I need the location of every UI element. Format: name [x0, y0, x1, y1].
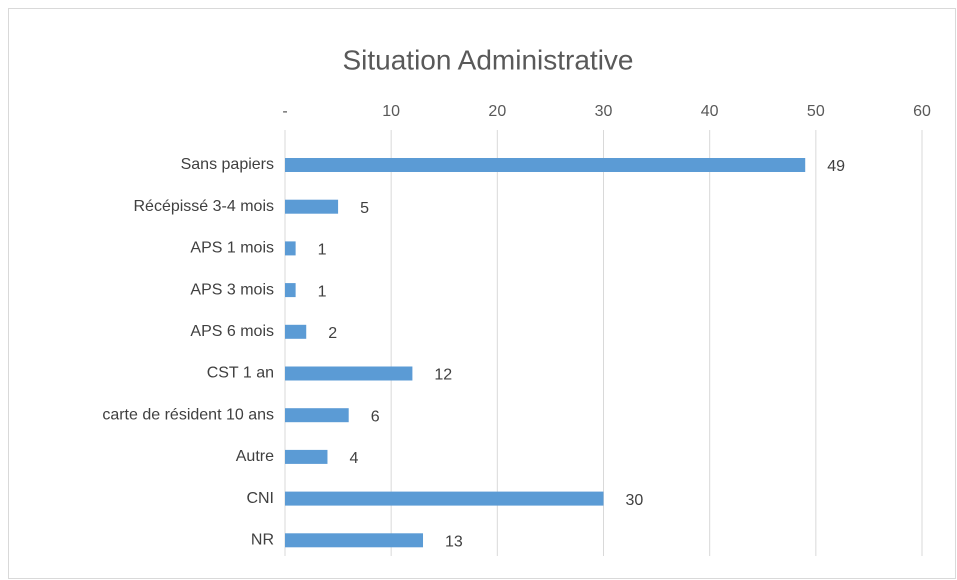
bar	[285, 366, 413, 381]
data-label: 1	[318, 283, 327, 300]
x-tick-label: 60	[913, 103, 931, 120]
y-tick-label: NR	[251, 532, 274, 549]
x-tick-label: 30	[595, 103, 613, 120]
x-tick-label: -	[282, 103, 287, 120]
x-tick-label: 50	[807, 103, 825, 120]
y-tick-label: CST 1 an	[207, 365, 274, 382]
bar	[285, 241, 296, 256]
bar	[285, 533, 424, 548]
bar	[285, 199, 339, 214]
bar	[285, 324, 307, 339]
y-tick-label: APS 3 mois	[190, 281, 274, 298]
bar	[285, 158, 806, 172]
x-tick-label: 20	[488, 103, 506, 120]
x-tick-label: 10	[382, 103, 400, 120]
data-label: 5	[360, 200, 369, 217]
data-label: 4	[349, 450, 358, 467]
data-label: 49	[827, 158, 845, 175]
chart-border	[8, 8, 956, 579]
y-tick-label: CNI	[246, 490, 274, 507]
y-tick-label: Récépissé 3-4 mois	[134, 198, 275, 215]
bar	[285, 491, 604, 506]
data-label: 30	[626, 492, 644, 509]
data-label: 12	[434, 367, 452, 384]
y-tick-label: carte de résident 10 ans	[102, 406, 274, 423]
y-tick-label: APS 1 mois	[190, 240, 274, 257]
data-label: 6	[371, 408, 380, 425]
chart-title: Situation Administrative	[342, 44, 633, 75]
y-tick-label: Autre	[236, 448, 274, 465]
bar	[285, 449, 328, 464]
bar	[285, 408, 349, 423]
data-label: 2	[328, 325, 337, 342]
data-label: 13	[445, 534, 463, 551]
y-tick-label: Sans papiers	[181, 156, 274, 173]
bar	[285, 283, 296, 298]
data-label: 1	[318, 242, 327, 259]
x-tick-label: 40	[701, 103, 719, 120]
y-tick-label: APS 6 mois	[190, 323, 274, 340]
